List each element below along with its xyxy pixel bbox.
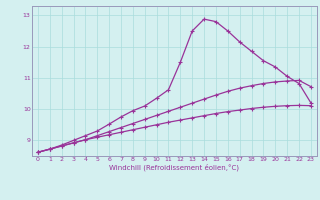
X-axis label: Windchill (Refroidissement éolien,°C): Windchill (Refroidissement éolien,°C) (109, 164, 239, 171)
